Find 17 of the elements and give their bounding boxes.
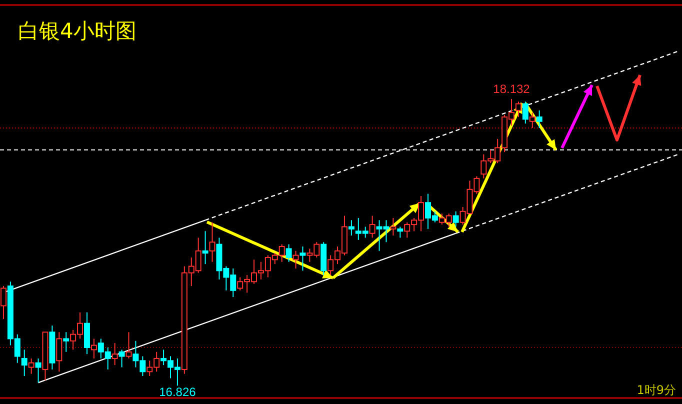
candlestick — [209, 222, 216, 262]
candlestick — [202, 230, 208, 265]
candlestick — [84, 312, 90, 355]
candlestick — [56, 332, 62, 372]
candlestick — [348, 220, 354, 236]
text: 白银4小时图 — [18, 19, 136, 43]
annotation: 1时9分 — [636, 383, 676, 397]
candlestick — [390, 217, 396, 236]
candlestick — [63, 332, 70, 352]
annotation: 16.826 — [159, 385, 196, 399]
candlestick — [536, 110, 542, 128]
candlestick — [21, 349, 28, 377]
annotation: 18.132 — [493, 82, 530, 96]
candlestick — [112, 342, 118, 366]
candlestick — [90, 338, 97, 359]
candlestick — [49, 325, 56, 370]
candlestick — [300, 246, 306, 272]
